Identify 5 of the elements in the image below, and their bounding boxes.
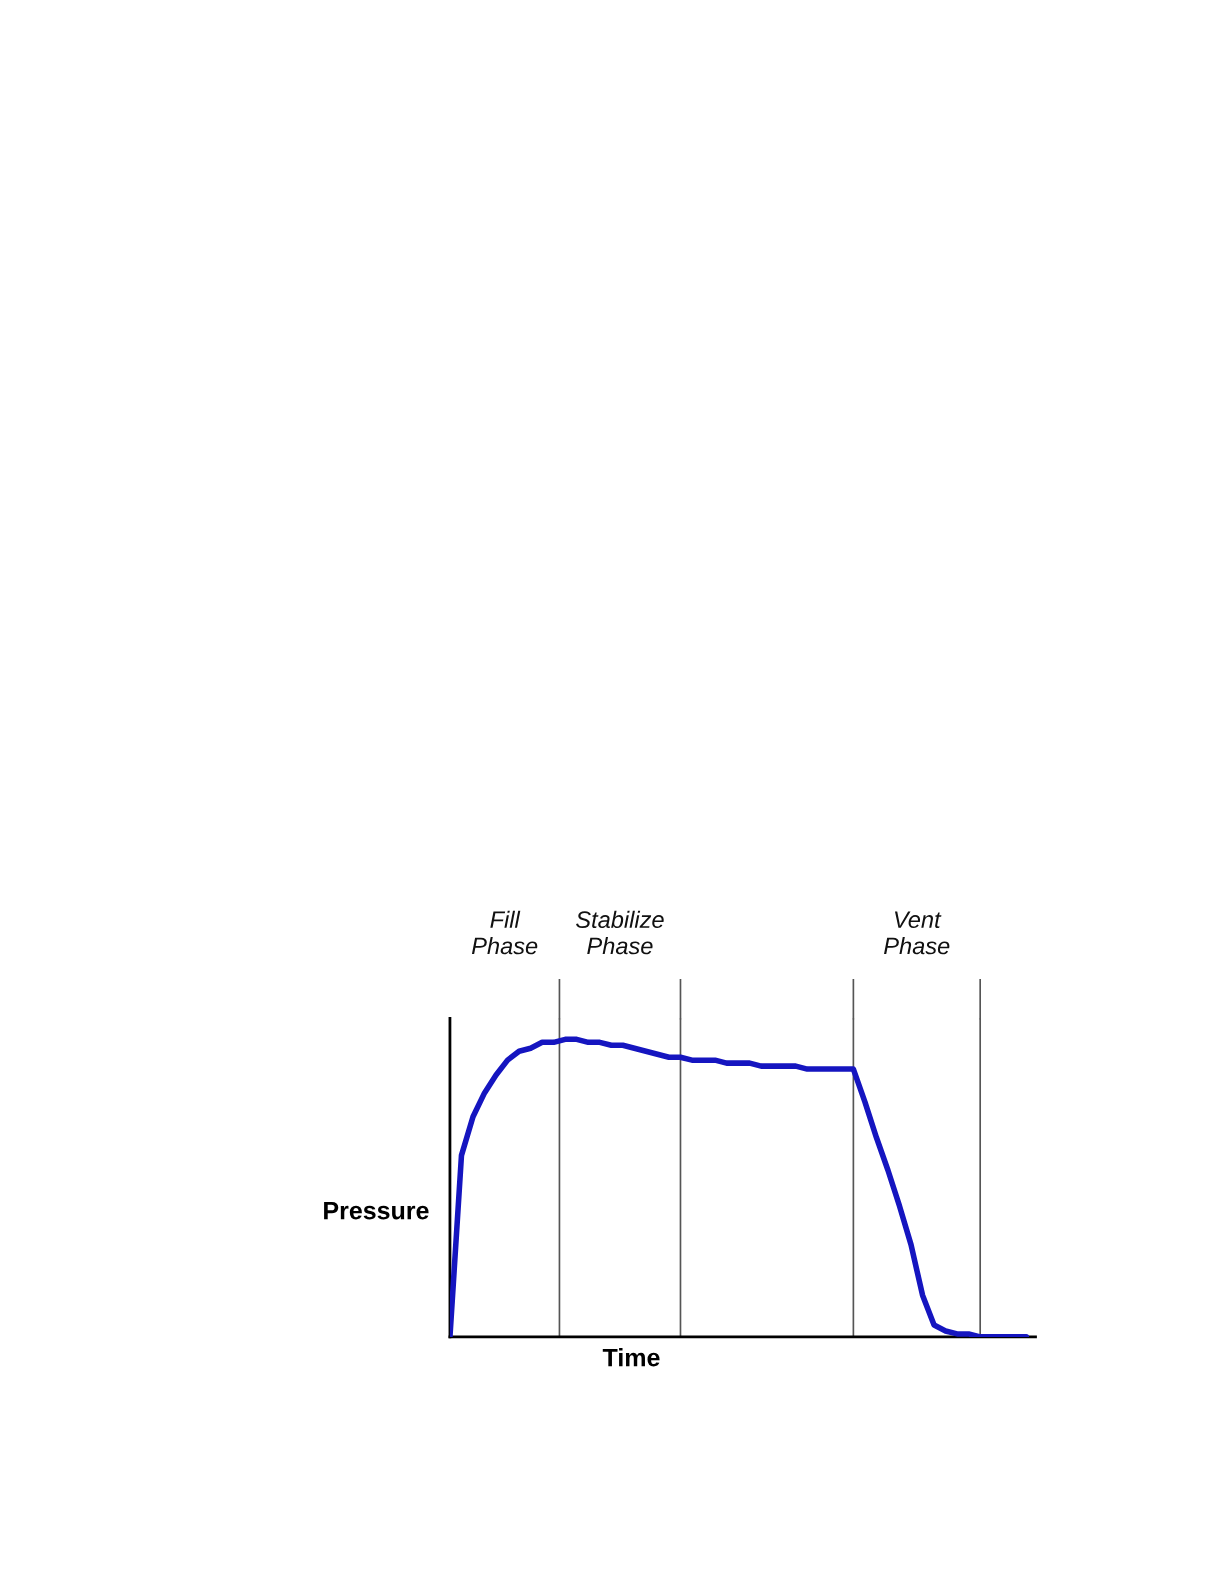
x-axis-title: Time (602, 1348, 660, 1367)
text: Stabilize Phase (576, 910, 664, 955)
text: Vent Phase (884, 911, 950, 955)
y-axis-title: Pressure (324, 1201, 429, 1220)
text: Fill Phase (471, 910, 538, 955)
